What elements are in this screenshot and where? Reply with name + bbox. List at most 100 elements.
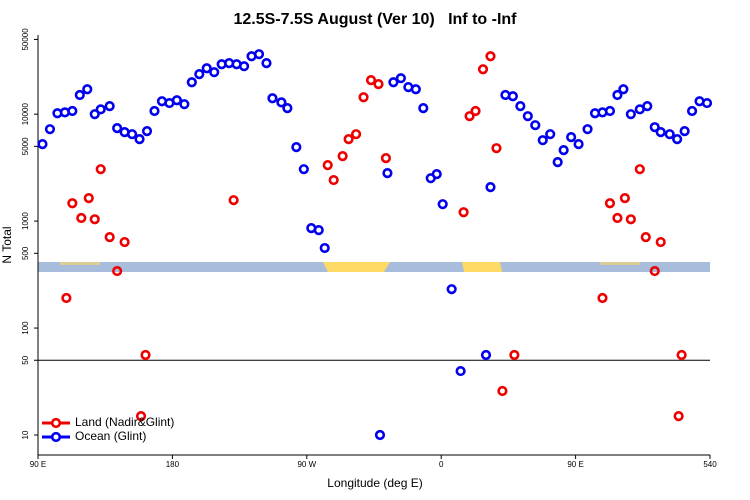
point — [83, 193, 94, 204]
point — [74, 89, 85, 101]
point — [82, 84, 93, 95]
point — [186, 77, 197, 88]
point — [619, 193, 630, 204]
x-axis-label: Longitude (deg E) — [327, 476, 422, 490]
point — [649, 122, 660, 133]
surface-band — [38, 262, 710, 272]
point — [343, 134, 354, 145]
point — [673, 411, 684, 422]
point — [337, 151, 348, 162]
point — [507, 91, 518, 102]
point — [679, 126, 690, 137]
point — [291, 142, 302, 153]
point — [67, 105, 78, 117]
x-tick-label: 0 — [439, 460, 444, 469]
point — [625, 109, 636, 120]
point — [126, 129, 138, 140]
point — [509, 349, 520, 361]
point — [640, 231, 651, 243]
point — [328, 174, 339, 186]
point — [649, 265, 660, 277]
x-tick-label: 540 — [703, 460, 717, 469]
y-tick-label: 100 — [21, 321, 30, 335]
point — [418, 102, 429, 114]
x-tick-label: 180 — [166, 460, 180, 469]
point — [44, 124, 56, 135]
x-tick-label: 90 W — [297, 460, 316, 469]
point — [95, 104, 106, 115]
x-tick-label: 90 E — [30, 460, 46, 469]
point — [267, 93, 278, 104]
point — [89, 214, 100, 225]
point — [604, 198, 616, 209]
point — [358, 92, 369, 103]
point — [642, 100, 653, 112]
point — [530, 120, 541, 131]
point — [149, 105, 160, 117]
point — [261, 58, 272, 69]
point — [672, 134, 683, 145]
point — [485, 51, 496, 62]
point — [410, 84, 421, 95]
point — [112, 123, 123, 134]
point — [276, 97, 287, 108]
point — [491, 143, 502, 154]
point — [313, 225, 324, 236]
point — [253, 49, 265, 60]
point — [322, 160, 333, 171]
point — [431, 169, 442, 180]
point — [37, 139, 48, 150]
point — [522, 111, 533, 122]
point — [194, 68, 205, 80]
legend-marker — [50, 417, 62, 429]
point — [141, 126, 153, 137]
point — [119, 236, 130, 248]
point — [67, 198, 78, 209]
y-tick-label: 10 — [21, 430, 30, 439]
point — [655, 236, 666, 248]
point — [388, 77, 399, 88]
point — [446, 284, 457, 295]
point — [135, 411, 147, 422]
point — [104, 100, 115, 112]
point — [319, 242, 330, 254]
y-axis-label: N Total — [0, 226, 14, 263]
point — [515, 100, 526, 112]
point — [625, 214, 636, 225]
point — [634, 164, 645, 175]
point — [380, 153, 392, 164]
point — [676, 349, 687, 361]
point — [374, 429, 386, 441]
point — [552, 157, 563, 168]
chart-title: 12.5S-7.5S August (Ver 10) Inf to -Inf — [233, 11, 517, 28]
point — [437, 199, 448, 210]
point — [179, 99, 190, 110]
point — [485, 182, 496, 193]
point — [365, 75, 377, 86]
point — [373, 79, 384, 90]
y-tick-label: 50 — [21, 355, 30, 364]
point — [545, 129, 556, 140]
legend-label: Land (Nadir&Glint) — [75, 415, 174, 429]
point — [480, 349, 492, 361]
point — [134, 134, 145, 145]
point — [209, 67, 220, 78]
point — [477, 64, 489, 75]
point — [458, 207, 469, 218]
point — [618, 84, 629, 95]
point — [558, 145, 569, 156]
point — [612, 89, 623, 101]
x-tick-label: 90 E — [567, 460, 583, 469]
point — [76, 212, 87, 224]
point — [298, 164, 309, 175]
y-tick-label: 5000 — [21, 137, 30, 155]
point — [104, 231, 115, 243]
point — [604, 105, 616, 117]
y-tick-label: 500 — [21, 246, 30, 260]
point — [464, 111, 475, 122]
y-tick-label: 10000 — [21, 103, 30, 126]
point — [395, 73, 406, 84]
point — [350, 129, 362, 140]
point — [112, 265, 123, 277]
